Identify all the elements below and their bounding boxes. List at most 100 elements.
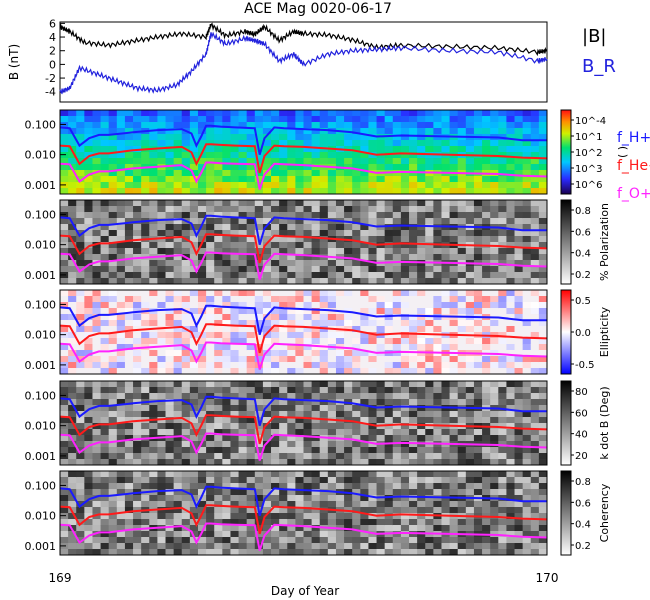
- spectrogram-cell: [384, 519, 394, 526]
- spectrogram-cell: [222, 429, 231, 436]
- spectrogram-cell: [116, 519, 126, 526]
- spectrogram-cell: [149, 332, 158, 339]
- spectrogram-cell: [133, 182, 142, 189]
- spectrogram-cell: [197, 393, 207, 400]
- spectrogram-cell: [465, 489, 475, 496]
- spectrogram-cell: [76, 122, 85, 129]
- spectrogram-cell: [482, 236, 491, 243]
- spectrogram-cell: [498, 248, 507, 255]
- spectrogram-cell: [465, 453, 475, 460]
- spectrogram-cell: [400, 182, 410, 189]
- spectrogram-cell: [60, 224, 69, 231]
- spectrogram-cell: [319, 477, 329, 484]
- spectrogram-cell: [530, 549, 540, 556]
- spectrogram-cell: [222, 447, 231, 454]
- spectrogram-cell: [100, 170, 110, 177]
- gyro-line-h: [59, 395, 547, 426]
- spectrogram-cell: [433, 122, 442, 129]
- spectrogram-cell: [417, 254, 426, 261]
- spectrogram-cell: [108, 200, 118, 207]
- spectrogram-cell: [222, 314, 231, 321]
- spectrogram-cell: [238, 344, 248, 351]
- spectrogram-cell: [441, 278, 450, 285]
- spectrogram-cell: [473, 435, 483, 442]
- spectrogram-cell: [271, 441, 280, 448]
- spectrogram-cell: [246, 344, 256, 351]
- spectrogram-cell: [68, 459, 77, 466]
- spectrogram-cell: [352, 140, 361, 147]
- spectrogram-cell: [319, 230, 329, 237]
- spectrogram-cell: [311, 242, 321, 249]
- spectrogram-cell: [149, 495, 158, 502]
- spectrogram-cell: [465, 272, 475, 279]
- spectrogram-cell: [360, 368, 369, 375]
- spectrogram-cell: [60, 158, 69, 165]
- colorbar: [560, 199, 572, 285]
- spectrogram-cell: [433, 158, 442, 165]
- spectrogram-cell: [490, 381, 499, 388]
- spectrogram-cell: [376, 338, 386, 345]
- spectrogram-cell: [490, 272, 499, 279]
- spectrogram-cell: [465, 212, 475, 219]
- spectrogram-cell: [441, 272, 450, 279]
- spectrogram-cell: [522, 447, 532, 454]
- spectrogram-cell: [433, 236, 442, 243]
- spectrogram-cell: [400, 393, 410, 400]
- spectrogram-cell: [433, 320, 442, 327]
- spectrogram-cell: [92, 525, 101, 532]
- spectrogram-cell: [68, 513, 77, 520]
- spectrogram-cell: [409, 230, 418, 237]
- spectrogram-cell: [376, 158, 386, 165]
- spectrogram-cell: [368, 110, 377, 117]
- spectrogram-cell: [92, 507, 101, 514]
- spectrogram-cell: [538, 296, 548, 303]
- spectrogram-cell: [149, 483, 158, 490]
- spectrogram-cell: [173, 459, 183, 466]
- spectrogram-cell: [482, 302, 491, 309]
- spectrogram-cell: [246, 531, 256, 538]
- spectrogram-cell: [254, 230, 264, 237]
- spectrogram-cell: [116, 134, 126, 141]
- spectrogram-cell: [482, 182, 491, 189]
- spectrogram-cell: [246, 459, 256, 466]
- spectrogram-cell: [60, 447, 69, 454]
- spectrogram-cell: [506, 332, 515, 339]
- spectrogram-cell: [271, 254, 280, 261]
- spectrogram-cell: [514, 248, 524, 255]
- spectrogram-cell: [425, 381, 434, 388]
- spectrogram-cell: [465, 182, 475, 189]
- spectrogram-cell: [352, 405, 361, 412]
- spectrogram-cell: [360, 134, 369, 141]
- spectrogram-cell: [279, 471, 288, 478]
- spectrogram-cell: [108, 411, 118, 418]
- spectrogram-cell: [189, 525, 199, 532]
- spectrogram-cell: [409, 188, 418, 195]
- spectrogram-cell: [392, 278, 402, 285]
- spectrogram-cell: [189, 344, 199, 351]
- spectrogram-cell: [417, 423, 426, 430]
- spectrogram-cell: [254, 441, 264, 448]
- spectrogram-cell: [254, 200, 264, 207]
- spectrogram-cell: [149, 278, 158, 285]
- spectrogram-cell: [262, 531, 272, 538]
- spectrogram-cell: [238, 411, 248, 418]
- spectrogram-cell: [254, 338, 264, 345]
- spectrogram-cell: [108, 435, 118, 442]
- spectrogram-cell: [352, 393, 361, 400]
- spectrogram-cell: [352, 368, 361, 375]
- spectrogram-cell: [368, 423, 377, 430]
- spectrogram-cell: [287, 447, 296, 454]
- spectrogram-cell: [384, 326, 394, 333]
- spectrogram-cell: [173, 338, 183, 345]
- spectrogram-cell: [262, 260, 272, 267]
- spectrogram-cell: [400, 302, 410, 309]
- spectrogram-cell: [498, 501, 507, 508]
- spectrogram-cell: [271, 266, 280, 273]
- spectrogram-cell: [141, 483, 150, 490]
- spectrogram-cell: [271, 483, 280, 490]
- spectrogram-cell: [279, 405, 288, 412]
- spectrogram-cell: [68, 495, 77, 502]
- spectrogram-cell: [222, 441, 231, 448]
- spectrogram-cell: [230, 459, 239, 466]
- spectrogram-cell: [287, 212, 296, 219]
